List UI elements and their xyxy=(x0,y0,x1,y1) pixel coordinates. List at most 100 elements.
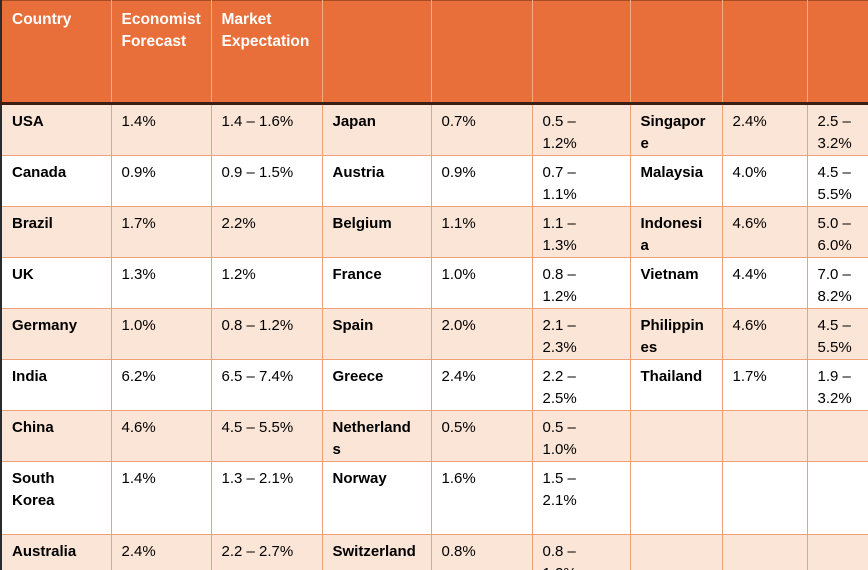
value-cell: 0.9% xyxy=(430,155,533,207)
country-cell: Switzerland xyxy=(321,534,432,570)
header-empty xyxy=(630,0,723,105)
value-cell: 0.5 – 1.2% xyxy=(531,103,631,156)
country-cell: Brazil xyxy=(0,206,112,258)
value-cell: 5.0 – 6.0% xyxy=(806,206,868,258)
header-empty xyxy=(722,0,808,105)
country-cell xyxy=(629,461,723,535)
table-row: USA 1.4% 1.4 – 1.6% Japan 0.7% 0.5 – 1.2% Sing… xyxy=(0,103,868,156)
value-cell: 2.1 – 2.3% xyxy=(531,308,631,360)
country-cell: Vietnam xyxy=(629,257,723,309)
value-cell: 1.0% xyxy=(430,257,533,309)
value-cell: 1.1 – 1.3% xyxy=(531,206,631,258)
value-cell: 4.4% xyxy=(721,257,808,309)
table-body: USA 1.4% 1.4 – 1.6% Japan 0.7% 0.5 – 1.2% Sing… xyxy=(0,103,868,570)
value-cell: 1.4% xyxy=(110,461,212,535)
table-row: Germany 1.0% 0.8 – 1.2% Spain 2.0% 2.1 – 2.3%… xyxy=(0,308,868,360)
country-cell: Singapor e xyxy=(629,103,723,156)
country-cell: Canada xyxy=(0,155,112,207)
table-row: Canada 0.9% 0.9 – 1.5% Austria 0.9% 0.7 – 1.1… xyxy=(0,155,868,207)
table-row: India 6.2% 6.5 – 7.4% Greece 2.4% 2.2 – 2.5% T… xyxy=(0,359,868,411)
value-cell: 1.9 – 3.2% xyxy=(806,359,868,411)
header-economist-forecast: Economist Forecast xyxy=(111,0,212,105)
header-market-expectation: Market Expectation xyxy=(211,0,323,105)
value-cell: 0.7% xyxy=(430,103,533,156)
value-cell: 2.0% xyxy=(430,308,533,360)
value-cell: 1.3% xyxy=(110,257,212,309)
value-cell: 4.6% xyxy=(110,410,212,462)
value-cell: 2.4% xyxy=(430,359,533,411)
value-cell: 1.5 – 2.1% xyxy=(531,461,631,535)
value-cell xyxy=(806,410,868,462)
value-cell: 2.2% xyxy=(210,206,323,258)
value-cell: 0.8 – 1.2% xyxy=(531,534,631,570)
value-cell xyxy=(721,534,808,570)
country-cell: UK xyxy=(0,257,112,309)
value-cell: 1.6% xyxy=(430,461,533,535)
value-cell: 6.5 – 7.4% xyxy=(210,359,323,411)
country-cell: Japan xyxy=(321,103,432,156)
country-cell: Germany xyxy=(0,308,112,360)
table-row: South Korea 1.4% 1.3 – 2.1% Norway 1.6% 1.5 –… xyxy=(0,461,868,535)
value-cell: 0.8 – 1.2% xyxy=(210,308,323,360)
table-header: Country Economist Forecast Market Expect… xyxy=(1,0,868,105)
country-cell: Malaysia xyxy=(629,155,723,207)
country-cell xyxy=(629,534,723,570)
country-cell: India xyxy=(0,359,112,411)
value-cell: 1.4 – 1.6% xyxy=(210,103,323,156)
value-cell: 2.4% xyxy=(110,534,212,570)
value-cell: 0.5% xyxy=(430,410,533,462)
value-cell: 2.4% xyxy=(721,103,808,156)
country-cell: Indonesi a xyxy=(629,206,723,258)
value-cell: 6.2% xyxy=(110,359,212,411)
country-cell: Austria xyxy=(321,155,432,207)
value-cell: 1.7% xyxy=(110,206,212,258)
value-cell: 2.5 – 3.2% xyxy=(806,103,868,156)
table-row: Australia 2.4% 2.2 – 2.7% Switzerland 0.8% 0.… xyxy=(0,534,868,570)
header-row: Country Economist Forecast Market Expect… xyxy=(1,0,868,105)
value-cell xyxy=(806,534,868,570)
value-cell: 1.7% xyxy=(721,359,808,411)
value-cell xyxy=(721,410,808,462)
value-cell: 4.5 – 5.5% xyxy=(806,308,868,360)
table-row: UK 1.3% 1.2% France 1.0% 0.8 – 1.2% Vietnam 4.4… xyxy=(0,257,868,309)
country-cell: France xyxy=(321,257,432,309)
value-cell: 0.5 – 1.0% xyxy=(531,410,631,462)
value-cell: 4.5 – 5.5% xyxy=(806,155,868,207)
country-cell: Norway xyxy=(321,461,432,535)
country-cell: Thailand xyxy=(629,359,723,411)
value-cell: 4.6% xyxy=(721,206,808,258)
value-cell: 1.3 – 2.1% xyxy=(210,461,323,535)
value-cell: 0.7 – 1.1% xyxy=(531,155,631,207)
value-cell: 4.5 – 5.5% xyxy=(210,410,323,462)
value-cell: 0.9 – 1.5% xyxy=(210,155,323,207)
table-row: China 4.6% 4.5 – 5.5% Netherland s 0.5% 0.5 –… xyxy=(0,410,868,462)
value-cell: 7.0 – 8.2% xyxy=(806,257,868,309)
header-empty xyxy=(807,0,868,105)
country-cell: South Korea xyxy=(0,461,112,535)
value-cell: 0.9% xyxy=(110,155,212,207)
value-cell xyxy=(806,461,868,535)
value-cell: 1.1% xyxy=(430,206,533,258)
country-cell: China xyxy=(0,410,112,462)
header-empty xyxy=(322,0,432,105)
header-country: Country xyxy=(1,0,112,105)
value-cell: 2.2 – 2.5% xyxy=(531,359,631,411)
value-cell xyxy=(721,461,808,535)
value-cell: 1.4% xyxy=(110,103,212,156)
country-cell: Greece xyxy=(321,359,432,411)
country-cell xyxy=(629,410,723,462)
country-cell: USA xyxy=(0,103,112,156)
value-cell: 1.0% xyxy=(110,308,212,360)
header-empty xyxy=(431,0,533,105)
country-cell: Australia xyxy=(0,534,112,570)
value-cell: 4.6% xyxy=(721,308,808,360)
country-cell: Belgium xyxy=(321,206,432,258)
value-cell: 0.8% xyxy=(430,534,533,570)
value-cell: 4.0% xyxy=(721,155,808,207)
value-cell: 2.2 – 2.7% xyxy=(210,534,323,570)
country-cell: Netherland s xyxy=(321,410,432,462)
country-cell: Philippin es xyxy=(629,308,723,360)
value-cell: 0.8 – 1.2% xyxy=(531,257,631,309)
